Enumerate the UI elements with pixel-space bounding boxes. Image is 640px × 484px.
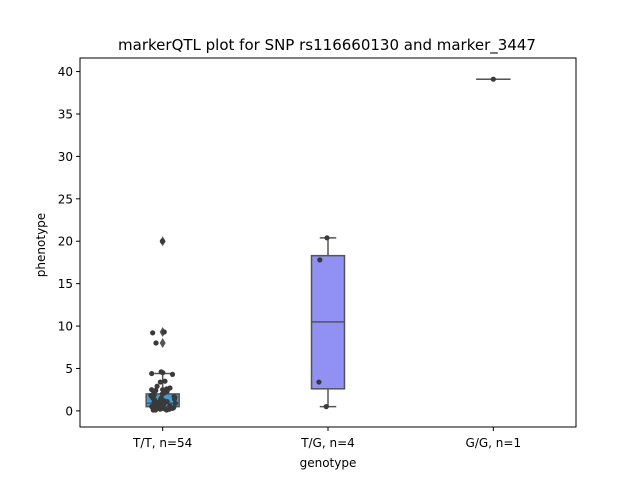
data-point bbox=[170, 372, 175, 377]
data-point bbox=[162, 379, 167, 384]
data-point bbox=[164, 407, 169, 412]
data-point bbox=[324, 235, 329, 240]
x-axis-label: genotype bbox=[300, 456, 357, 470]
data-point bbox=[160, 239, 165, 244]
data-point bbox=[158, 379, 163, 384]
data-point bbox=[317, 257, 322, 262]
data-point bbox=[158, 407, 163, 412]
data-point bbox=[324, 404, 329, 409]
box-group bbox=[312, 238, 345, 407]
chart-title: markerQTL plot for SNP rs116660130 and m… bbox=[118, 36, 536, 55]
data-point bbox=[491, 77, 496, 82]
y-tick-label: 40 bbox=[58, 65, 73, 79]
y-tick-label: 30 bbox=[58, 150, 73, 164]
y-tick-label: 10 bbox=[58, 320, 73, 334]
data-point bbox=[162, 329, 167, 334]
data-point bbox=[153, 407, 158, 412]
data-point bbox=[316, 379, 321, 384]
y-tick-label: 0 bbox=[65, 404, 73, 418]
data-point bbox=[149, 371, 154, 376]
data-point bbox=[153, 340, 158, 345]
y-tick-label: 35 bbox=[58, 107, 73, 121]
x-tick-label: T/T, n=54 bbox=[132, 436, 192, 450]
y-tick-label: 5 bbox=[65, 362, 73, 376]
x-tick-label: T/G, n=4 bbox=[300, 436, 355, 450]
x-tick-label: G/G, n=1 bbox=[466, 436, 522, 450]
y-tick-label: 25 bbox=[58, 192, 73, 206]
y-tick-label: 15 bbox=[58, 277, 73, 291]
data-point bbox=[150, 330, 155, 335]
y-tick-label: 20 bbox=[58, 235, 73, 249]
y-axis-label: phenotype bbox=[34, 213, 48, 277]
data-point bbox=[160, 370, 165, 375]
